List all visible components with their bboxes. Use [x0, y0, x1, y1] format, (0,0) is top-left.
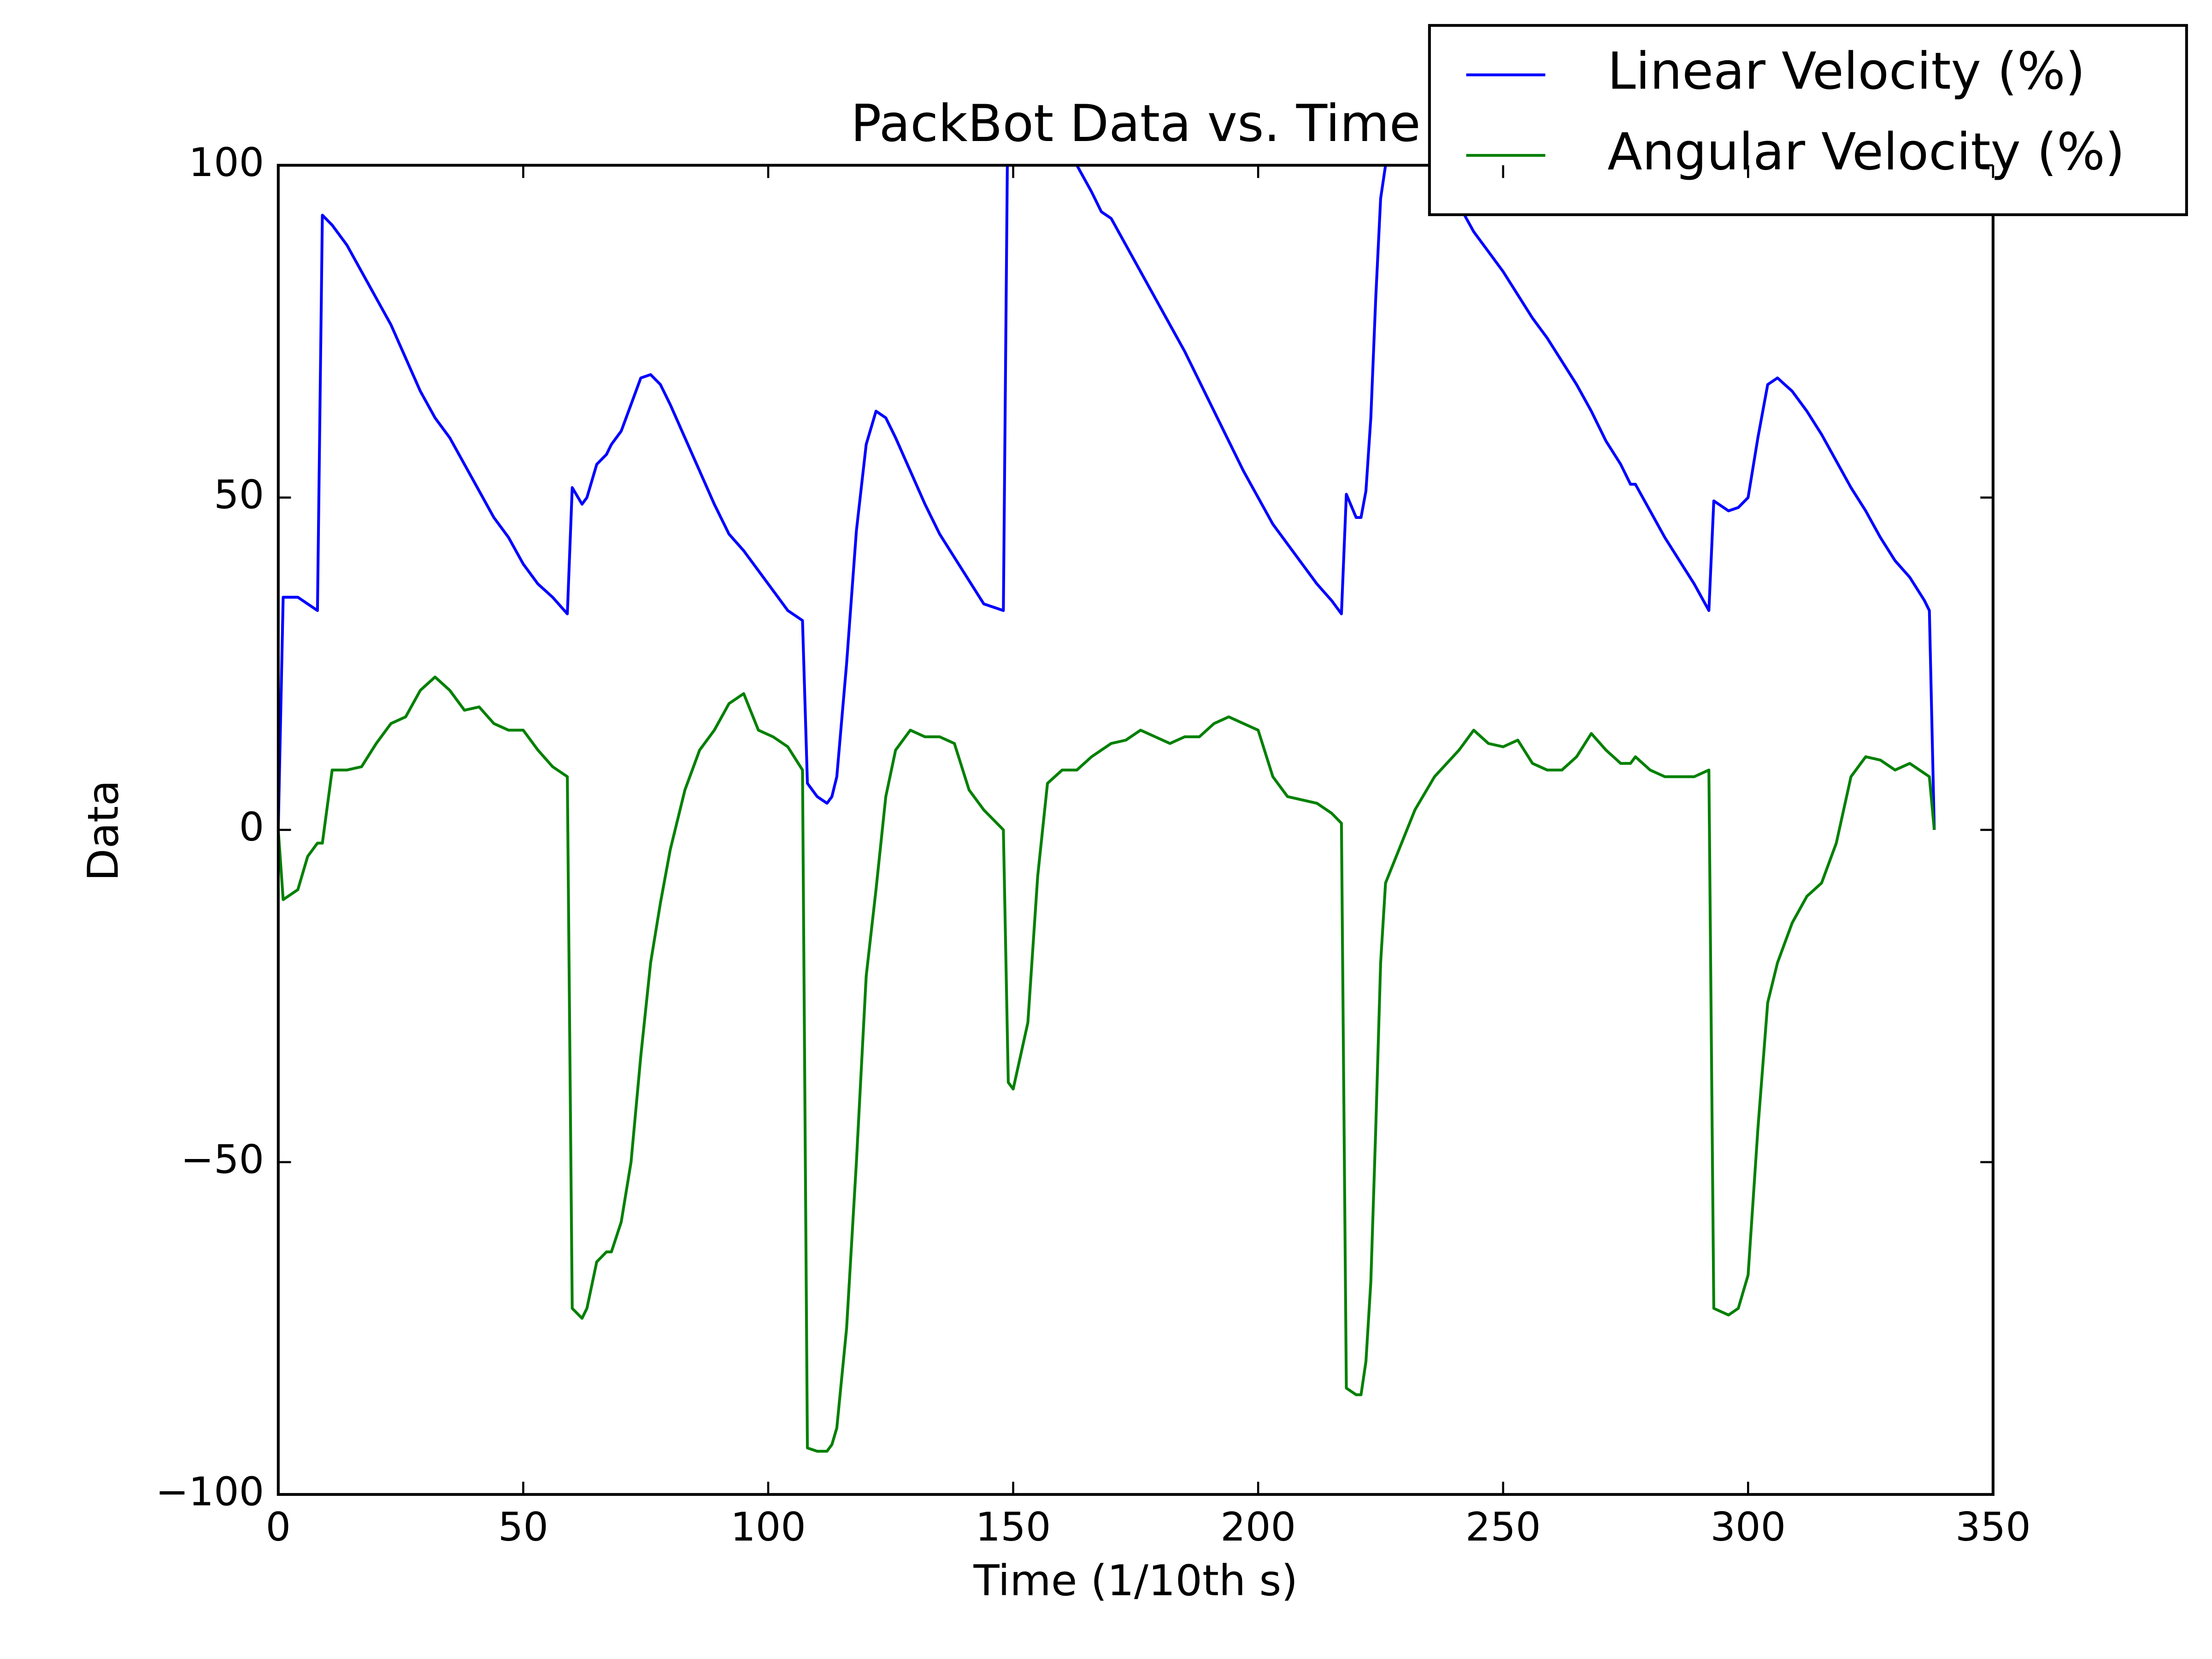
legend-label: Linear Velocity (%) [1607, 42, 2085, 101]
x-tick-label: 300 [1710, 1504, 1786, 1550]
y-tick-label: −100 [155, 1469, 264, 1515]
y-axis-label: Data [78, 780, 128, 882]
y-tick-label: −50 [181, 1136, 264, 1182]
series-line [278, 165, 1936, 830]
legend: Linear Velocity (%) Angular Velocity (%) [1428, 24, 2188, 216]
x-tick-label: 100 [730, 1504, 806, 1550]
y-tick-label: 100 [188, 140, 264, 186]
x-tick-label: 200 [1220, 1504, 1296, 1550]
x-axis-label: Time (1/10th s) [973, 1556, 1298, 1605]
chart-title: PackBot Data vs. Time [851, 94, 1421, 153]
x-tick-label: 250 [1465, 1504, 1541, 1550]
x-tick-label: 50 [498, 1504, 548, 1550]
plot-area [278, 165, 1936, 1453]
legend-label: Angular Velocity (%) [1607, 123, 2125, 182]
x-tick-label: 150 [976, 1504, 1051, 1550]
y-tick-label: 50 [214, 472, 264, 518]
x-tick-label: 350 [1955, 1504, 2031, 1550]
series-line [278, 675, 1936, 1453]
legend-box [1428, 24, 2188, 216]
y-tick-label: 0 [239, 804, 265, 850]
x-tick-label: 0 [266, 1504, 291, 1550]
